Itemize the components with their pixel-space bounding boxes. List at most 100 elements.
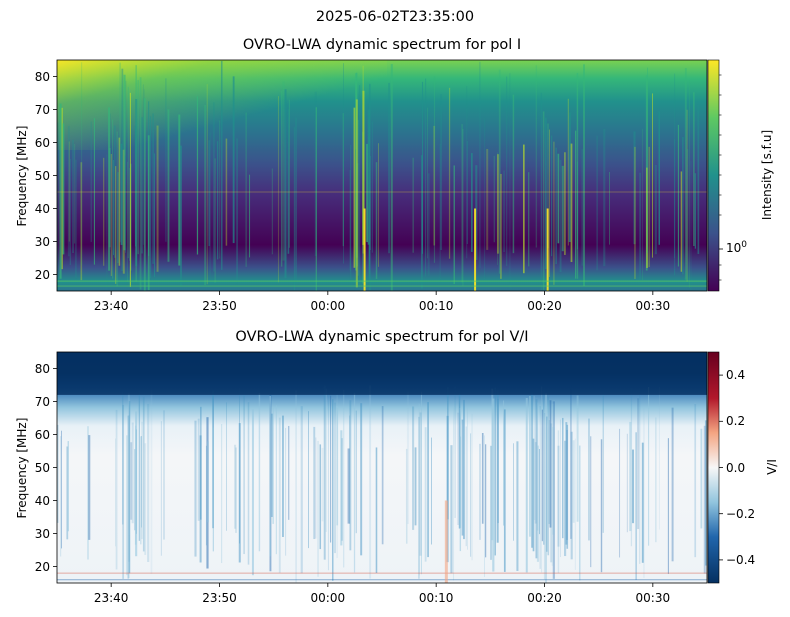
top-streak <box>368 83 371 291</box>
bottom-streak <box>570 385 572 539</box>
top-streak <box>93 118 95 265</box>
bottom-streak <box>418 416 420 579</box>
bottom-streak <box>588 418 590 541</box>
bottom-streak <box>639 388 641 564</box>
bottom-streak <box>418 403 420 576</box>
bottom-streak <box>566 424 569 549</box>
bottom-streak <box>131 422 134 524</box>
bottom-streak <box>516 441 519 571</box>
top-streak <box>139 77 142 290</box>
top-streak <box>440 94 443 250</box>
top-streak <box>479 61 481 268</box>
bottom-streak <box>340 430 343 546</box>
bottom-streak <box>431 437 432 545</box>
bottom-streak <box>349 415 351 524</box>
bottom-ytick-label: 70 <box>34 394 50 409</box>
bottom-streak <box>667 438 669 574</box>
top-streak <box>219 120 221 259</box>
bottom-streak <box>535 399 538 559</box>
top-streak <box>633 131 636 245</box>
bottom-streak <box>332 399 334 581</box>
top-streak <box>124 155 126 253</box>
top-streak <box>81 62 83 266</box>
top-streak <box>427 107 429 259</box>
bottom-streak <box>543 413 546 580</box>
top-xtick-label: 00:20 <box>527 299 562 313</box>
bottom-streak <box>560 419 561 558</box>
top-streak <box>216 141 219 260</box>
bottom-streak <box>272 407 274 524</box>
bottom-xtick-label: 00:30 <box>635 591 671 605</box>
top-burst <box>546 208 549 291</box>
top-streak <box>59 103 62 279</box>
bottom-streak <box>704 420 707 566</box>
top-streak <box>486 148 489 250</box>
top-streak <box>642 128 643 280</box>
top-streak <box>287 109 290 254</box>
top-streak <box>152 113 154 264</box>
bottom-streak <box>513 443 514 541</box>
top-streak <box>390 63 393 291</box>
top-plot-title: OVRO-LWA dynamic spectrum for pol I <box>242 37 522 53</box>
bottom-streak <box>343 389 345 568</box>
bottom-colorbar-tick-label: 0.2 <box>726 414 746 429</box>
top-streak <box>694 173 697 249</box>
bottom-colorbar-tick-label: −0.4 <box>726 552 756 567</box>
bottom-streak <box>212 427 214 552</box>
bottom-streak <box>557 445 560 547</box>
top-streak <box>568 112 571 242</box>
bottom-streak <box>406 391 410 525</box>
bottom-streak <box>285 427 287 556</box>
top-streak <box>596 135 598 271</box>
bottom-streak <box>539 406 541 569</box>
bottom-streak <box>288 425 290 520</box>
bottom-streak <box>531 392 533 548</box>
top-streak <box>368 108 370 282</box>
bottom-streak <box>619 428 621 558</box>
top-streak <box>509 73 511 289</box>
bottom-streak <box>243 395 245 555</box>
bottom-streak <box>471 413 473 561</box>
top-burst <box>474 208 477 291</box>
top-streak <box>559 159 562 273</box>
top-streak <box>80 162 83 281</box>
top-streak <box>121 68 124 272</box>
top-streak <box>503 170 505 253</box>
bottom-streak <box>369 385 372 579</box>
top-streak <box>114 125 116 258</box>
top-streak <box>119 62 121 243</box>
top-streak <box>528 172 530 267</box>
bottom-streak <box>552 426 555 535</box>
bottom-streak <box>562 417 564 539</box>
bottom-streak <box>355 410 357 534</box>
bottom-streak <box>453 405 455 581</box>
top-streak <box>496 152 498 265</box>
top-streak <box>378 143 379 267</box>
top-streak <box>129 92 131 287</box>
bottom-streak <box>323 385 326 560</box>
top-streak <box>206 84 208 285</box>
bottom-streak <box>534 442 537 524</box>
top-streak <box>156 125 159 272</box>
bottom-streak <box>238 423 241 563</box>
bottom-streak <box>295 390 297 583</box>
top-streak <box>535 65 538 248</box>
bottom-streak <box>503 409 506 572</box>
bottom-streak <box>375 447 378 574</box>
top-streak <box>576 72 579 279</box>
top-streak <box>355 99 358 288</box>
top-streak <box>648 146 650 268</box>
top-streak <box>544 117 547 270</box>
top-streak <box>684 68 687 280</box>
bottom-streak <box>207 441 209 523</box>
bottom-streak <box>325 388 327 532</box>
top-streak <box>439 144 441 283</box>
top-streak <box>540 92 542 291</box>
bottom-streak <box>300 406 303 574</box>
bottom-streak <box>643 408 645 578</box>
bottom-streak <box>479 443 481 540</box>
bottom-streak <box>221 424 223 564</box>
bottom-streak <box>334 402 336 554</box>
top-streak <box>143 98 146 291</box>
bottom-xtick-label: 00:10 <box>418 591 454 605</box>
